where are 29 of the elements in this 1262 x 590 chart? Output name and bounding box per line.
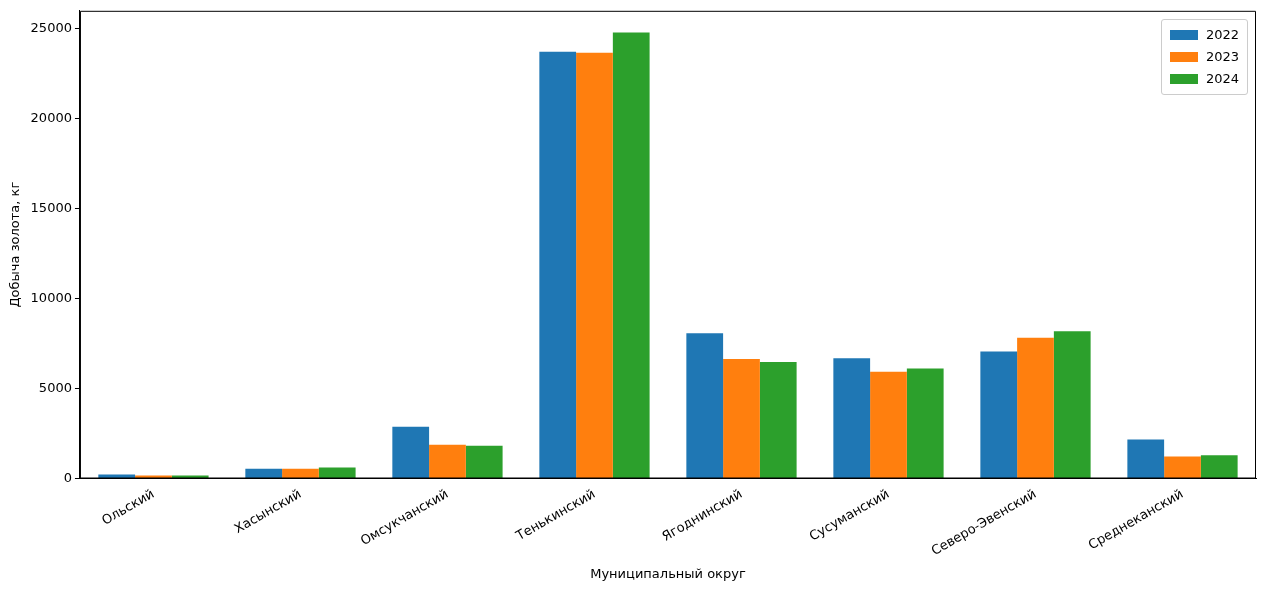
bar — [723, 358, 760, 479]
bar — [392, 426, 430, 479]
legend-label: 2023 — [1206, 47, 1240, 66]
y-tick-label: 20000 — [30, 110, 72, 126]
bar — [833, 358, 871, 479]
legend-label: 2024 — [1206, 69, 1240, 88]
bar — [465, 445, 503, 479]
y-tick-label: 15000 — [30, 200, 72, 216]
bar — [1053, 331, 1091, 479]
bar — [870, 371, 907, 479]
bar — [1200, 455, 1238, 479]
bar — [1127, 439, 1165, 479]
y-tick-label: 0 — [63, 469, 72, 485]
y-tick-label: 25000 — [30, 20, 72, 36]
bar — [612, 32, 650, 479]
bar — [429, 444, 466, 479]
legend-label: 2022 — [1206, 25, 1240, 44]
bar — [686, 333, 724, 479]
y-tick-label: 10000 — [30, 290, 72, 305]
bar — [1017, 337, 1054, 479]
bar — [1164, 456, 1201, 479]
bar — [539, 51, 577, 479]
bar — [906, 368, 944, 479]
bar — [576, 52, 613, 479]
y-tick-label: 5000 — [38, 379, 72, 395]
bar — [759, 362, 797, 479]
bar — [980, 351, 1018, 479]
y-axis-title: Добыча золота, кг — [7, 181, 23, 308]
x-axis-title: Муниципальный округ — [590, 565, 746, 581]
